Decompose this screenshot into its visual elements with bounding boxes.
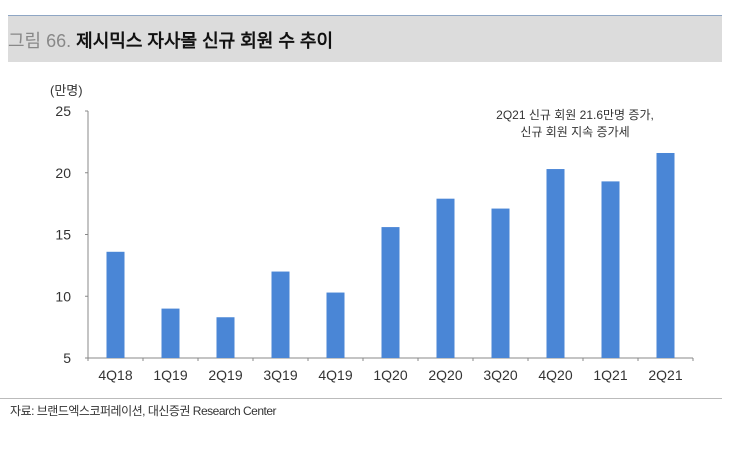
source-note: 자료: 브랜드엑스코퍼레이션, 대신증권 Research Center bbox=[10, 404, 277, 418]
bar-1Q19 bbox=[161, 308, 180, 358]
bar-4Q19 bbox=[326, 292, 345, 358]
bar-chart: 5 10 15 20 25 4Q18 1Q19 2Q19 3Q19 4Q19 1Q20 2Q20 3Q2… bbox=[55, 103, 694, 383]
bar-4Q18 bbox=[106, 251, 125, 358]
y-tick-label: 25 bbox=[55, 103, 71, 119]
bar-2Q19 bbox=[216, 317, 235, 358]
y-axis-unit: (만명) bbox=[50, 83, 83, 98]
bar-4Q20 bbox=[546, 169, 565, 358]
x-tick-label: 3Q20 bbox=[483, 367, 517, 383]
x-tick-label: 1Q19 bbox=[153, 367, 187, 383]
top-rule bbox=[8, 15, 722, 16]
figure-label: 그림 66. bbox=[8, 31, 72, 51]
bar-2Q21 bbox=[656, 152, 675, 358]
x-tick-label: 1Q21 bbox=[593, 367, 627, 383]
bar-1Q20 bbox=[381, 227, 400, 358]
y-tick-label: 20 bbox=[55, 165, 71, 181]
figure-title: 그림 66. 제시믹스 자사몰 신규 회원 수 추이 bbox=[8, 27, 333, 53]
annotation-line-1: 2Q21 신규 회원 21.6만명 증가, bbox=[496, 108, 654, 122]
chart-annotation: 2Q21 신규 회원 21.6만명 증가, 신규 회원 지속 증가세 bbox=[470, 107, 680, 141]
x-tick-label: 2Q21 bbox=[648, 367, 682, 383]
x-tick-label: 2Q20 bbox=[428, 367, 462, 383]
y-tick-label: 10 bbox=[55, 288, 71, 304]
x-tick-label: 4Q18 bbox=[98, 367, 132, 383]
x-tick-label: 1Q20 bbox=[373, 367, 407, 383]
title-banner bbox=[8, 16, 722, 62]
bar-3Q20 bbox=[491, 208, 510, 358]
y-tick-label: 15 bbox=[55, 227, 71, 243]
x-tick-label: 2Q19 bbox=[208, 367, 242, 383]
y-tick-label: 5 bbox=[63, 350, 71, 366]
x-tick-label: 3Q19 bbox=[263, 367, 297, 383]
x-tick-label: 4Q20 bbox=[538, 367, 572, 383]
source-divider bbox=[0, 398, 722, 399]
annotation-line-2: 신규 회원 지속 증가세 bbox=[520, 125, 630, 139]
figure-title-text: 제시믹스 자사몰 신규 회원 수 추이 bbox=[76, 31, 334, 51]
x-tick-label: 4Q19 bbox=[318, 367, 352, 383]
bar-2Q20 bbox=[436, 198, 455, 358]
bar-3Q19 bbox=[271, 271, 290, 358]
bar-1Q21 bbox=[601, 181, 620, 358]
